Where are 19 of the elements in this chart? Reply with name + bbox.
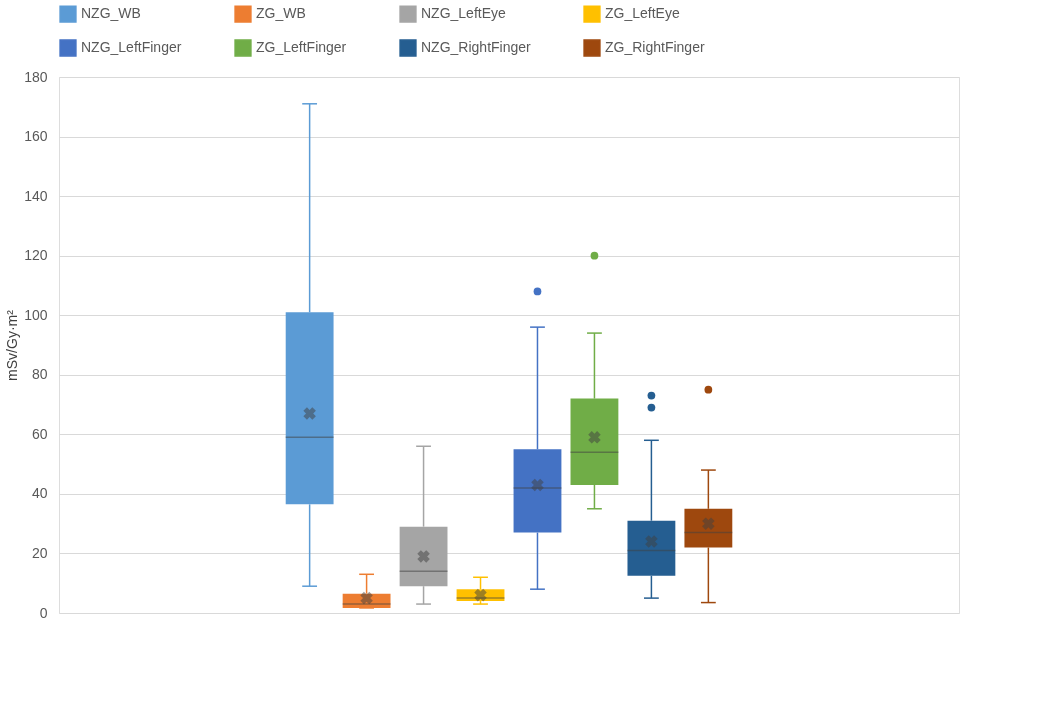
legend-label: NZG_LeftEye <box>421 5 507 22</box>
legend-label: NZG_RightFinger <box>421 39 532 55</box>
y-tick-label: 120 <box>24 247 48 264</box>
y-tick-label: 20 <box>31 544 48 561</box>
legend-label: NZG_LeftFinger <box>81 39 182 55</box>
y-tick-label: 180 <box>24 68 48 85</box>
y-tick-label: 160 <box>24 128 48 145</box>
y-tick-label: 100 <box>24 306 48 323</box>
legend-label: ZG_LeftEye <box>605 5 680 22</box>
y-tick-label: 0 <box>39 604 48 621</box>
legend-label: ZG_LeftFinger <box>256 39 347 55</box>
y-tick-label: 140 <box>24 187 48 204</box>
legend-label: ZG_WB <box>256 5 306 22</box>
y-axis-title: mSv/Gy·m² <box>4 309 21 381</box>
legend-label: ZG_RightFinger <box>605 39 705 55</box>
y-tick-label: 60 <box>31 425 48 442</box>
y-tick-label: 40 <box>31 485 48 502</box>
y-tick-label: 80 <box>31 366 48 383</box>
legend-label: NZG_WB <box>81 5 141 22</box>
